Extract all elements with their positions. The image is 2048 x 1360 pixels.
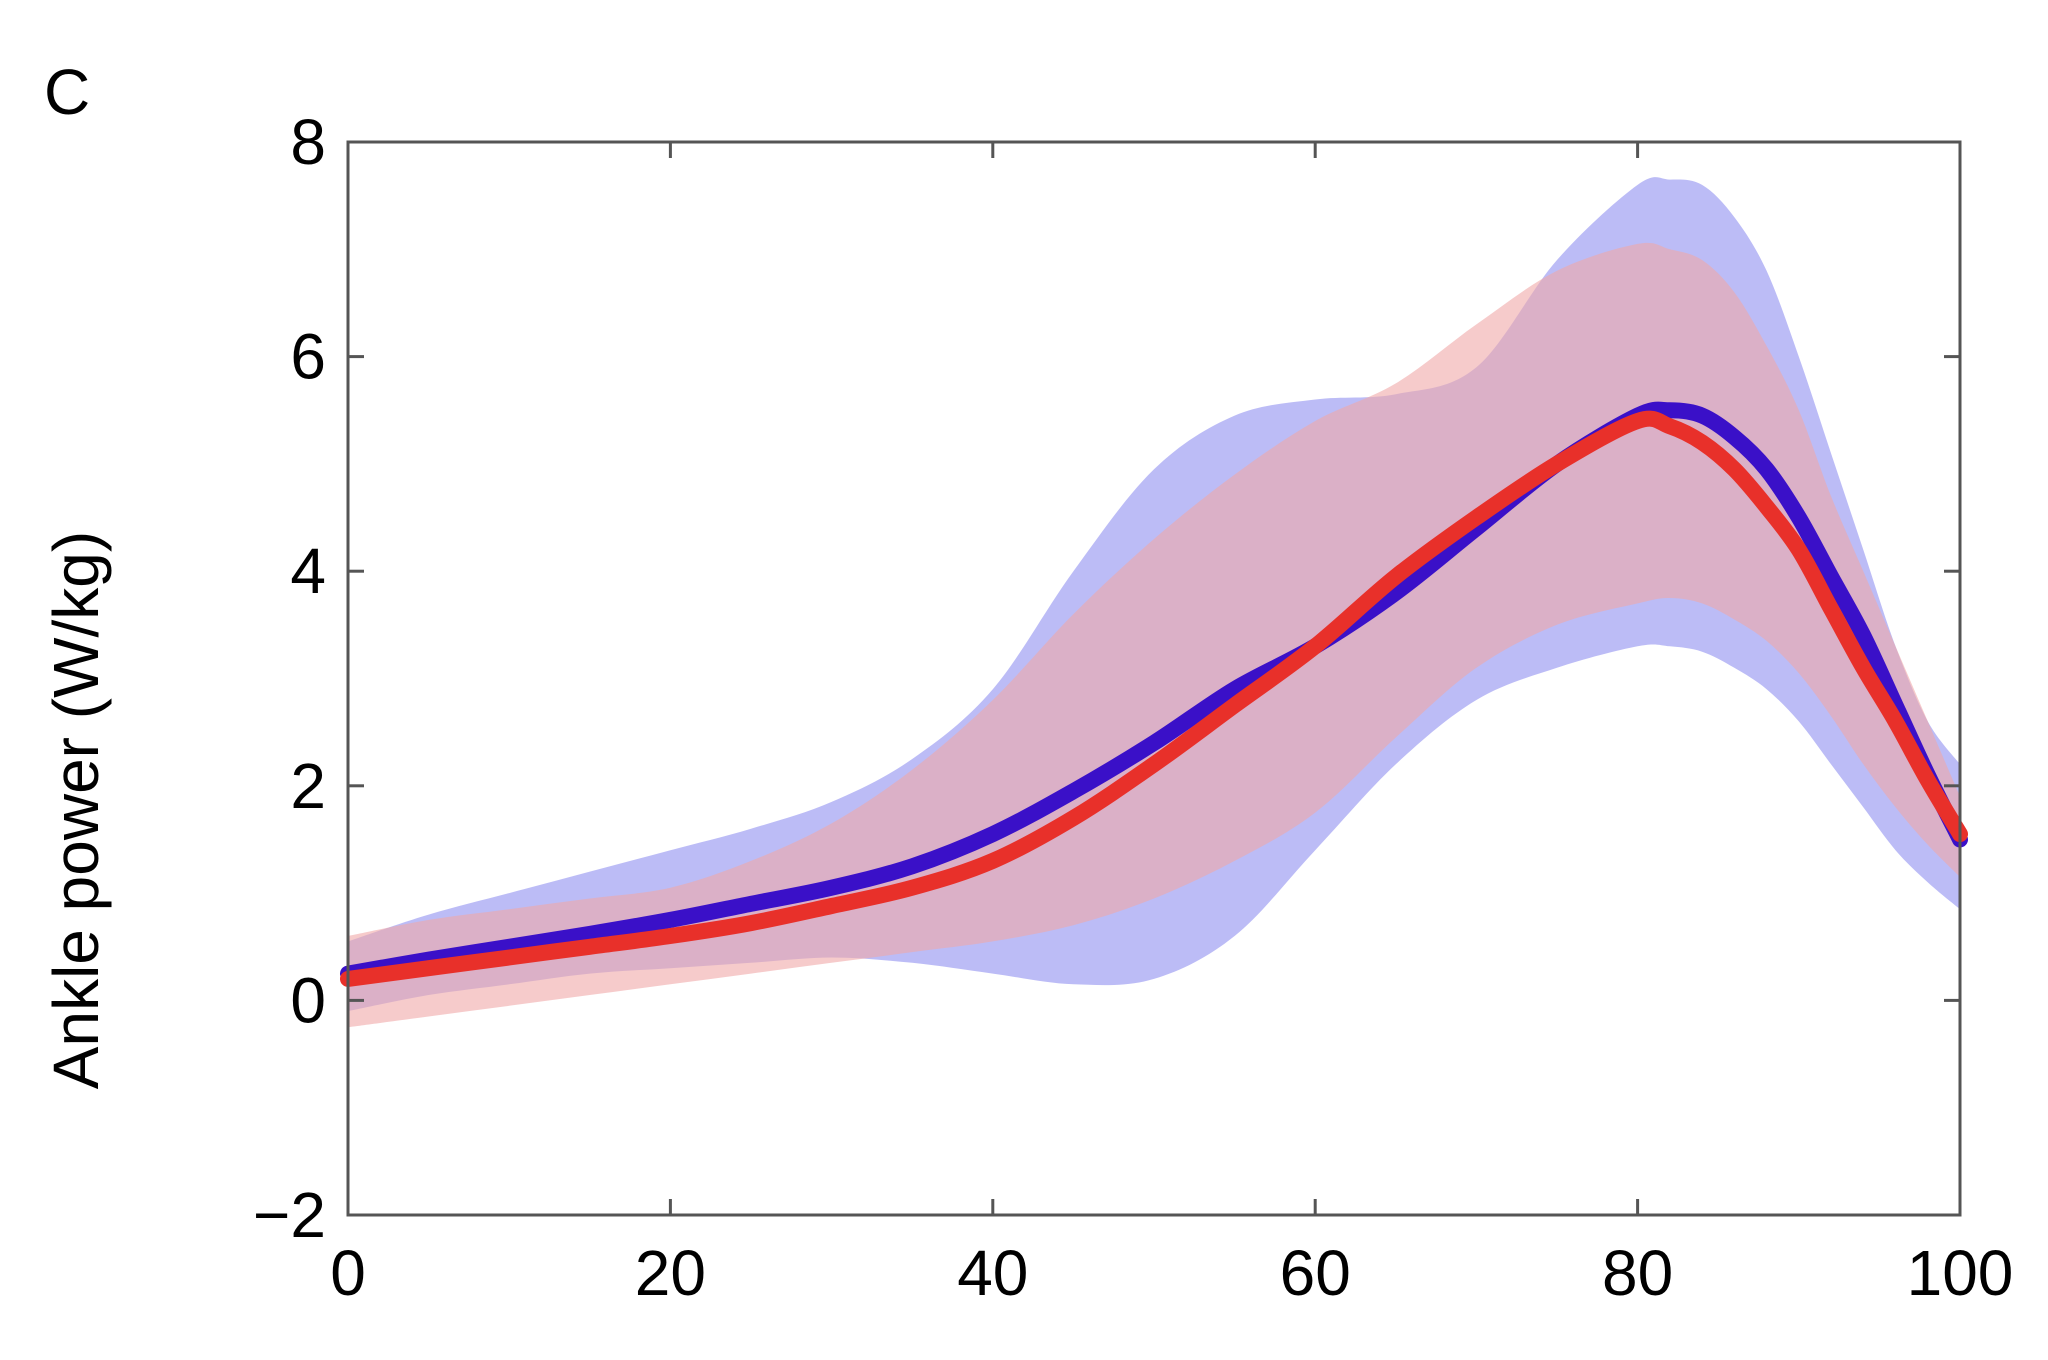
panel-label: C bbox=[44, 56, 90, 128]
x-tick-label: 20 bbox=[635, 1237, 706, 1309]
x-tick-label: 80 bbox=[1602, 1237, 1673, 1309]
y-tick-label: −2 bbox=[253, 1179, 326, 1251]
x-tick-label: 0 bbox=[330, 1237, 366, 1309]
axes bbox=[346, 140, 1962, 1217]
x-tick-label: 60 bbox=[1280, 1237, 1351, 1309]
y-tick-label: 0 bbox=[290, 964, 326, 1036]
mean-lines bbox=[340, 401, 1968, 987]
line-series-2 bbox=[340, 410, 1968, 987]
y-axis-title: Ankle power (W/kg) bbox=[40, 531, 112, 1089]
x-tick-label: 40 bbox=[957, 1237, 1028, 1309]
band-series-2 bbox=[348, 242, 1960, 1028]
y-tick-label: 8 bbox=[290, 106, 326, 178]
y-tick-label: 6 bbox=[290, 321, 326, 393]
plot-frame bbox=[346, 140, 1962, 1217]
y-tick-label: 4 bbox=[290, 535, 326, 607]
x-tick-label: 100 bbox=[1907, 1237, 2014, 1309]
confidence-bands bbox=[348, 177, 1960, 1028]
y-tick-label: 2 bbox=[290, 750, 326, 822]
